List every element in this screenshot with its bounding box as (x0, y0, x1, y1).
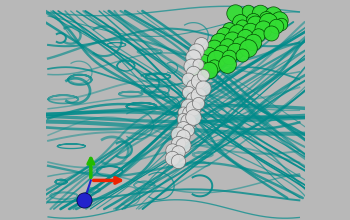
Point (237, 42, 243, 46)
Point (190, 71, 196, 74)
Point (216, 40, 222, 44)
Point (185, 119, 191, 123)
Point (263, 16, 268, 19)
Point (82, 198, 87, 202)
Point (255, 33, 261, 37)
Point (278, 22, 284, 26)
Point (258, 11, 263, 15)
Point (185, 128, 191, 132)
Point (198, 42, 204, 46)
Point (190, 84, 196, 88)
Point (211, 64, 217, 68)
Point (196, 62, 201, 66)
Point (198, 66, 204, 70)
Point (245, 9, 250, 13)
Point (229, 38, 235, 41)
Point (185, 110, 191, 114)
Point (222, 33, 227, 37)
Point (276, 18, 281, 22)
Point (201, 86, 206, 90)
Point (190, 55, 196, 59)
Point (175, 159, 180, 162)
Point (175, 150, 180, 154)
Point (170, 157, 175, 160)
Point (247, 29, 253, 33)
Point (273, 25, 279, 28)
Point (226, 27, 232, 30)
Point (180, 117, 186, 121)
Point (180, 143, 186, 147)
Point (185, 91, 191, 94)
Point (190, 106, 196, 110)
Point (234, 31, 240, 35)
Point (242, 36, 248, 39)
Point (201, 60, 206, 63)
Point (239, 25, 245, 28)
Point (190, 97, 196, 101)
Point (201, 73, 206, 77)
Point (224, 44, 230, 48)
Point (175, 132, 180, 136)
Point (239, 53, 245, 57)
Point (196, 102, 201, 105)
Point (219, 51, 224, 55)
Point (185, 77, 191, 81)
Point (265, 20, 271, 24)
Point (250, 18, 255, 22)
Point (193, 49, 198, 52)
Point (268, 31, 274, 35)
Point (211, 47, 217, 50)
Point (224, 62, 230, 66)
Point (226, 55, 232, 59)
Point (252, 22, 258, 26)
Point (245, 47, 250, 50)
Point (180, 135, 186, 138)
Point (175, 141, 180, 145)
Point (250, 40, 255, 44)
Point (271, 14, 276, 17)
Point (185, 104, 191, 107)
Point (188, 64, 193, 68)
Point (180, 126, 186, 129)
Point (170, 148, 175, 151)
Point (196, 93, 201, 96)
Point (232, 49, 237, 52)
Point (180, 110, 186, 114)
Point (232, 11, 237, 15)
Point (190, 115, 196, 118)
Point (206, 53, 211, 57)
Point (206, 69, 211, 72)
Point (237, 20, 243, 24)
Point (193, 71, 198, 74)
Point (214, 58, 219, 61)
Point (260, 27, 266, 30)
Point (196, 80, 201, 83)
